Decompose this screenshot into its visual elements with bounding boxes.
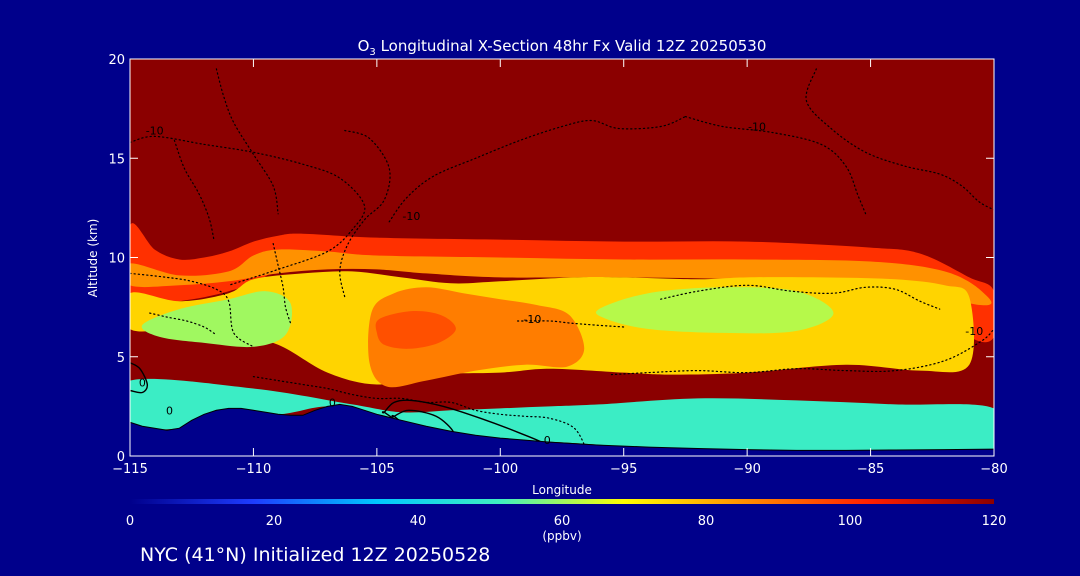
contour-label: -10 xyxy=(748,120,766,133)
x-tick-label: −110 xyxy=(236,462,272,477)
x-axis-label: Longitude xyxy=(532,483,592,497)
colorbar-tick-label: 100 xyxy=(838,514,863,529)
contour-line xyxy=(339,129,391,298)
x-tick-label: −95 xyxy=(610,462,637,477)
colorbar-tick-label: 80 xyxy=(698,514,715,529)
contour-line xyxy=(215,68,279,215)
colorbar-tick-label: 20 xyxy=(266,514,283,529)
colorbar-unit: (ppbv) xyxy=(542,529,581,543)
contour-line xyxy=(130,272,254,348)
colorbar-tick-label: 40 xyxy=(410,514,427,529)
contour-line xyxy=(517,320,625,328)
contour-label: 0 xyxy=(544,434,551,447)
colorbar-tick-label: 60 xyxy=(554,514,571,529)
contour-label: -10 xyxy=(965,325,983,338)
contour-label: 0 xyxy=(166,404,173,417)
contour-line xyxy=(173,139,215,241)
footer-caption: NYC (41°N) Initialized 12Z 20250528 xyxy=(140,544,490,566)
region-green-patch-right xyxy=(595,287,834,334)
x-tick-label: −100 xyxy=(482,462,518,477)
colorbar-tick-label: 0 xyxy=(126,514,134,529)
contour-lines-layer xyxy=(130,68,994,451)
ozone-field-layer xyxy=(130,223,994,453)
x-tick-label: −90 xyxy=(733,462,760,477)
contour-line xyxy=(130,135,366,286)
y-axis: 0 5 10 15 20 xyxy=(108,53,994,465)
contour-line xyxy=(805,68,994,211)
region-ozone-plume-core xyxy=(375,310,456,349)
title-subscript: 3 xyxy=(369,47,375,58)
region-tropopause-transition xyxy=(130,223,994,343)
x-tick-label: −105 xyxy=(359,462,395,477)
contour-line xyxy=(660,284,941,310)
contour-label: 0 xyxy=(329,396,336,409)
colorbar-tick-label: 120 xyxy=(982,514,1007,529)
x-tick-label: −80 xyxy=(980,462,1007,477)
y-tick-label: 10 xyxy=(108,252,125,267)
terrain-mask xyxy=(130,403,994,456)
chart-title: O3 Longitudinal X-Section 48hr Fx Valid … xyxy=(358,37,767,58)
x-axis: −115 −110 −105 −100 −95 −90 −85 −80 xyxy=(112,59,1008,477)
contour-label: 0 xyxy=(139,377,146,390)
y-tick-label: 5 xyxy=(117,351,125,366)
contour-line xyxy=(610,328,994,376)
region-cyan-boundary-layer xyxy=(130,378,994,453)
title-species: O xyxy=(358,37,370,55)
region-green-patch-left xyxy=(141,291,293,348)
x-tick-label: −115 xyxy=(112,462,148,477)
plot-area: -10 -10 -10 -10 -10 0 0 0 0 xyxy=(130,59,994,456)
x-tick-label: −85 xyxy=(857,462,884,477)
y-tick-label: 15 xyxy=(108,152,125,167)
contour-label: -10 xyxy=(523,313,541,326)
contour-label: -10 xyxy=(146,124,164,137)
contour-line xyxy=(130,362,149,394)
title-rest: Longitudinal X-Section 48hr Fx Valid 12Z… xyxy=(376,37,767,55)
colorbar-ticks: 0 20 40 60 80 100 120 xyxy=(126,514,1007,529)
y-axis-label: Altitude (km) xyxy=(86,219,100,298)
colorbar xyxy=(130,499,994,504)
contour-line xyxy=(684,116,867,215)
y-tick-label: 0 xyxy=(117,450,125,465)
region-upper-orange-band xyxy=(130,249,992,306)
contour-line xyxy=(388,116,686,223)
contour-labels-layer: -10 -10 -10 -10 -10 0 0 0 0 xyxy=(139,120,983,447)
contour-line xyxy=(149,312,217,336)
y-tick-label: 20 xyxy=(108,53,125,68)
contour-label: -10 xyxy=(402,210,420,223)
